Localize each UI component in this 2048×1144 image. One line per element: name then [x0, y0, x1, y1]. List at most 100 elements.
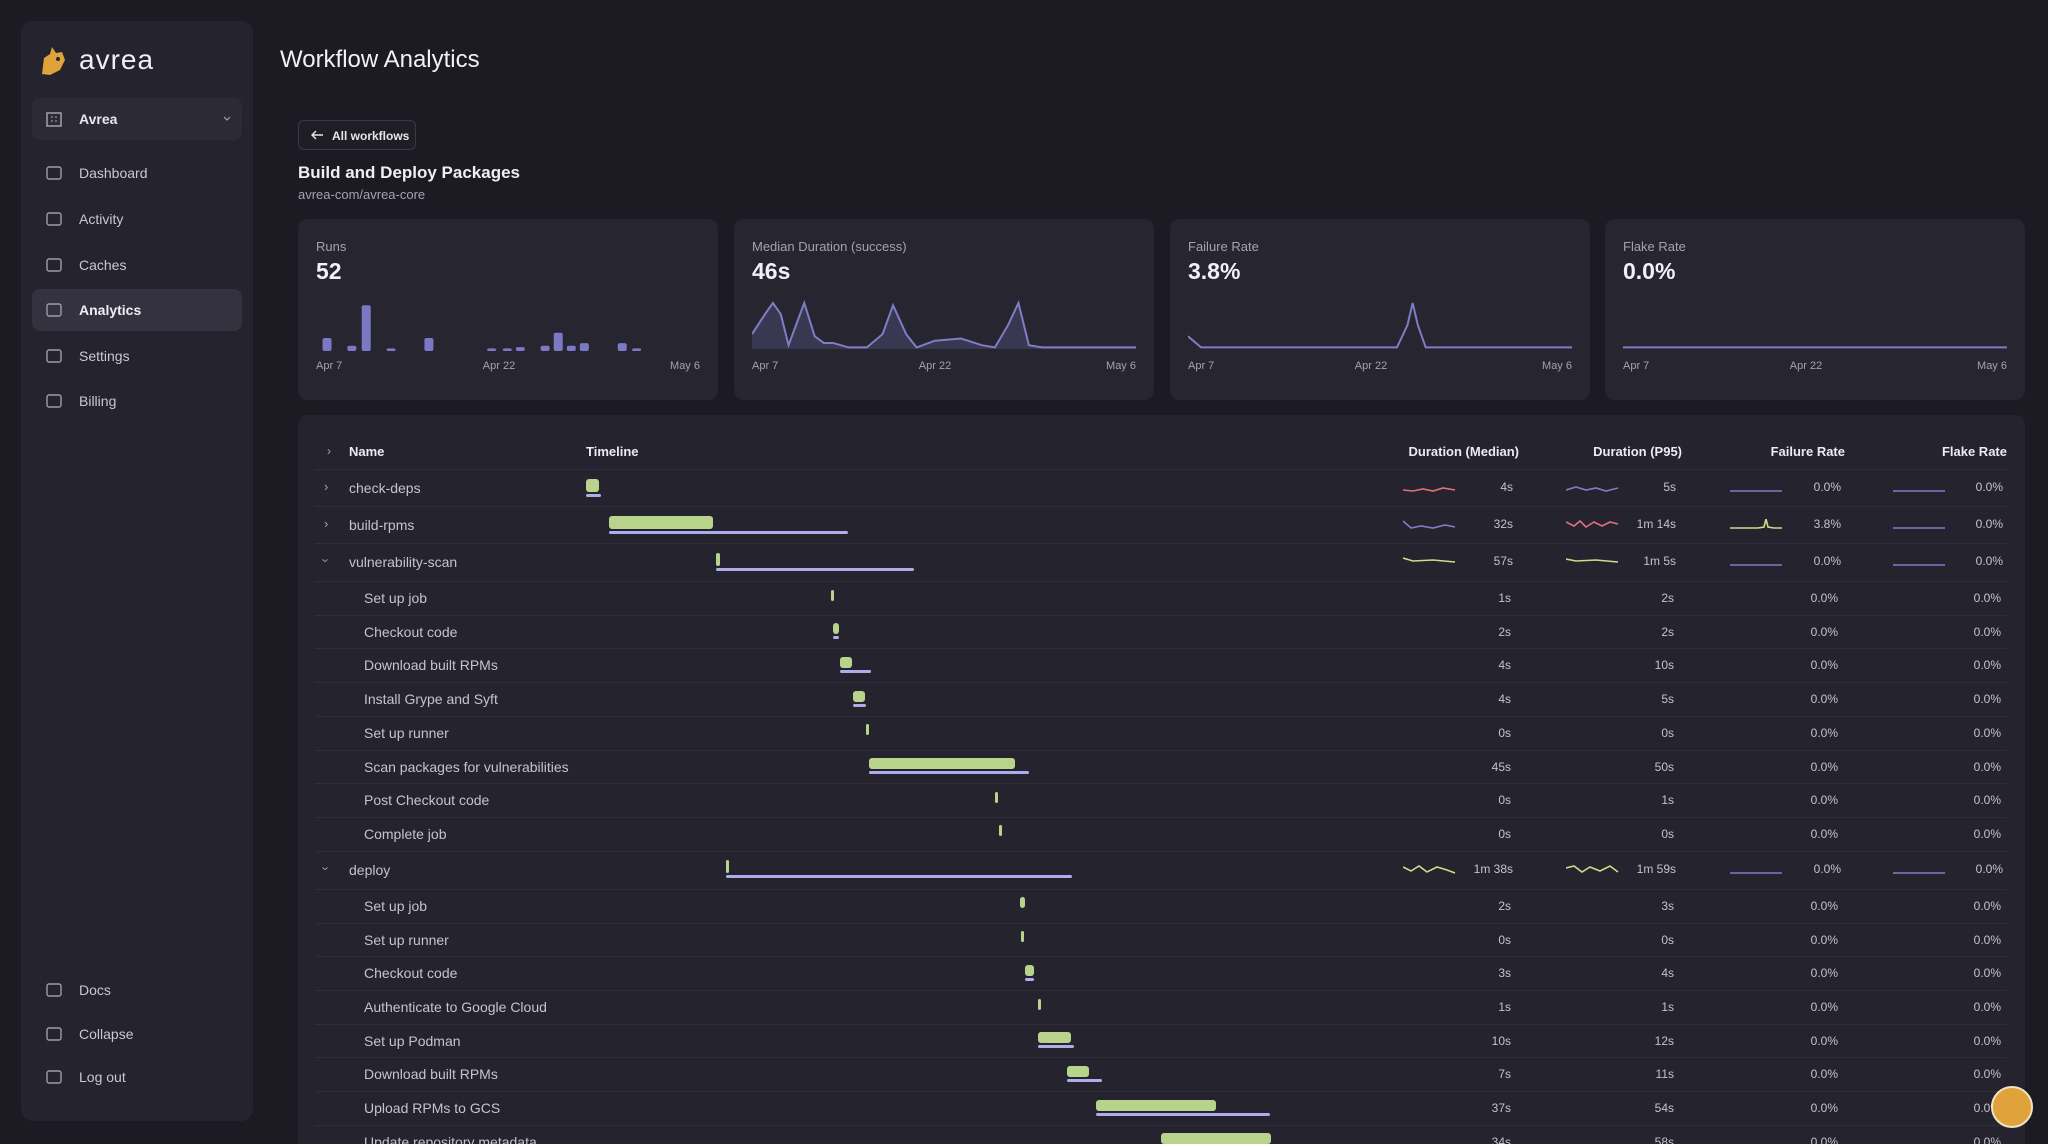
- metric: 0.0%: [1810, 793, 1838, 808]
- nav-icon: [46, 258, 62, 272]
- nav-item[interactable]: Collapse: [32, 1013, 242, 1055]
- back-button[interactable]: All workflows: [298, 120, 416, 150]
- card-sparkline: [752, 299, 1136, 349]
- card-label: Failure Rate: [1188, 239, 1259, 254]
- metric: 1m 38s: [1473, 861, 1513, 876]
- metric: 12s: [1654, 1033, 1674, 1048]
- step-name: Upload RPMs to GCS: [364, 1100, 501, 1117]
- row-toggle[interactable]: ›: [318, 866, 334, 871]
- card-axis-label: May 6: [1977, 360, 2007, 372]
- metric: 5s: [1663, 480, 1676, 494]
- timeline-track: [1038, 1045, 1074, 1049]
- timeline-bar: [839, 656, 852, 668]
- nav-label: Caches: [79, 257, 127, 273]
- step-name: Download built RPMs: [364, 1066, 498, 1083]
- timeline-bar: [1038, 1032, 1071, 1044]
- metric: 10s: [1654, 658, 1674, 673]
- org-name: Avrea: [79, 111, 118, 127]
- card-value: 3.8%: [1188, 258, 1241, 284]
- step-name: Set up job: [364, 897, 428, 914]
- nav-item[interactable]: Docs: [32, 969, 242, 1011]
- timeline-bar: [833, 623, 839, 635]
- timeline-track: [852, 703, 866, 707]
- metric: 1s: [1661, 793, 1674, 808]
- row-toggle[interactable]: ›: [324, 479, 329, 494]
- spark-bar: [424, 337, 434, 351]
- workflow-repo: avrea-com/avrea-core: [298, 187, 426, 202]
- step-name: Update repository metadata: [364, 1133, 537, 1144]
- row-separator: [315, 956, 2007, 958]
- spark-line: [1403, 864, 1456, 874]
- metric: 0s: [1661, 826, 1674, 841]
- job-name[interactable]: build-rpms: [349, 517, 415, 533]
- metric: 3s: [1498, 966, 1511, 981]
- row-separator: [315, 1023, 2007, 1025]
- row-sparkline: [1566, 486, 1619, 492]
- metric: 0s: [1661, 932, 1674, 947]
- timeline-track: [839, 669, 872, 673]
- metric: 0.0%: [1810, 1134, 1838, 1144]
- job-name[interactable]: check-deps: [349, 480, 421, 496]
- card-axis-label: May 6: [1106, 360, 1136, 372]
- nav-item[interactable]: Dashboard: [32, 152, 242, 194]
- nav-label: Settings: [79, 348, 130, 364]
- timeline-track: [833, 636, 839, 640]
- metric: 0.0%: [1810, 1000, 1838, 1014]
- job-name[interactable]: deploy: [349, 861, 391, 878]
- metric: 0.0%: [1973, 793, 2001, 808]
- expand-all[interactable]: ›: [327, 444, 331, 458]
- timeline-bar: [608, 515, 714, 529]
- nav-label: Log out: [79, 1069, 126, 1085]
- metric: 0.0%: [1975, 554, 2003, 568]
- metric: 11s: [1655, 1067, 1674, 1082]
- nav-item[interactable]: Log out: [32, 1056, 242, 1098]
- icon-shape: [46, 983, 62, 997]
- metric: 2s: [1661, 591, 1674, 605]
- nav-item[interactable]: Billing: [32, 380, 242, 422]
- nav-item[interactable]: Analytics: [32, 289, 242, 331]
- org-switcher[interactable]: Avrea: [32, 98, 242, 140]
- metric: 45s: [1491, 759, 1511, 774]
- timeline-track: [1095, 1112, 1270, 1116]
- step-name: Set up job: [364, 590, 428, 606]
- metric: 0.0%: [1973, 1134, 2001, 1144]
- spark-bar: [553, 332, 563, 351]
- spark-line: [1566, 558, 1619, 563]
- step-name: Install Grype and Syft: [364, 691, 498, 708]
- card-axis-label: May 6: [670, 360, 700, 372]
- column-header: Name: [349, 444, 385, 459]
- nav-item[interactable]: Caches: [32, 244, 242, 286]
- timeline-track: [715, 567, 915, 571]
- metric: 1m 14s: [1636, 517, 1676, 531]
- spark-bar: [487, 348, 497, 351]
- step-name: Set up runner: [364, 724, 449, 741]
- nav-item[interactable]: Settings: [32, 335, 242, 377]
- help-widget[interactable]: [1991, 1086, 2033, 1128]
- row-sparkline: [1893, 872, 1945, 874]
- column-header: Failure Rate: [1770, 444, 1845, 459]
- spark-line: [1566, 486, 1619, 492]
- metric: 1s: [1661, 1000, 1674, 1014]
- row-toggle[interactable]: ›: [324, 516, 329, 531]
- spark-line: [1403, 557, 1456, 563]
- spark-line: [1403, 520, 1456, 529]
- metric: 0.0%: [1975, 517, 2003, 531]
- metric: 2s: [1661, 624, 1674, 639]
- nav-item[interactable]: Activity: [32, 198, 242, 240]
- row-separator: [315, 469, 2007, 470]
- card-value: 46s: [752, 258, 791, 284]
- job-name[interactable]: vulnerability-scan: [349, 554, 458, 570]
- row-sparkline: [1893, 490, 1945, 492]
- summary-card: Median Duration (success) 46s Apr 7 Apr 22 M…: [734, 219, 1154, 400]
- row-sparkline: [1893, 527, 1945, 529]
- row-separator: [315, 614, 2007, 616]
- card-axis-label: Apr 7: [1188, 360, 1215, 372]
- row-separator: [315, 990, 2007, 991]
- row-sparkline: [1730, 564, 1782, 566]
- nav-icon: [46, 166, 62, 180]
- nav-label: Dashboard: [79, 165, 148, 181]
- row-toggle[interactable]: ›: [318, 558, 334, 563]
- metric: 0.0%: [1973, 591, 2001, 605]
- timeline-bar: [1161, 1133, 1271, 1144]
